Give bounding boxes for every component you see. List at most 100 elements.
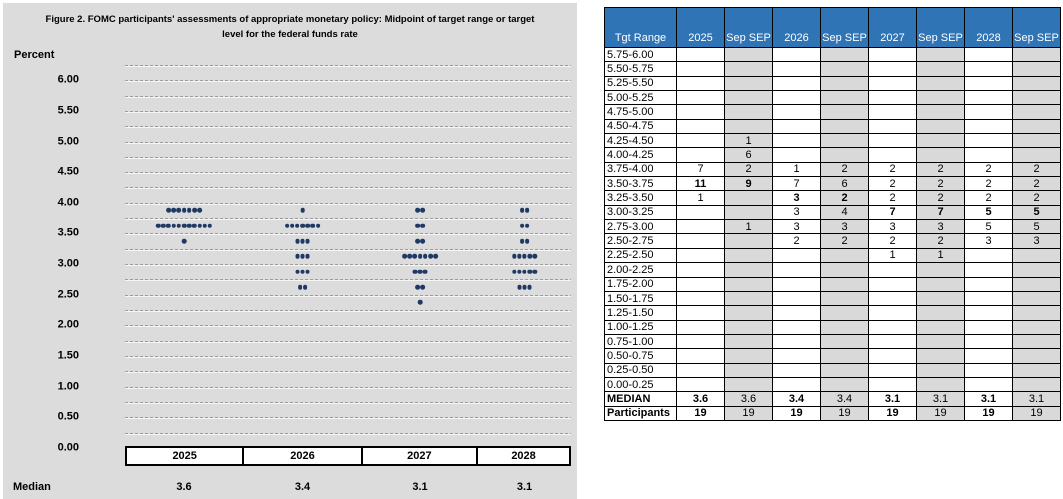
projection-dot [297,284,303,290]
table-cell: 4 [820,204,869,221]
table-cell [676,276,725,292]
projection-dot [428,254,433,259]
projection-dot [181,208,187,213]
table-cell: 3 [772,190,821,206]
projection-dot [527,254,532,259]
projection-dot [176,223,182,229]
table-cell [964,319,1013,335]
table-cell: 2 [964,176,1013,192]
projection-dot [289,223,295,229]
sep-distribution-table: Tgt Range 2025 Sep SEP 2026 Sep SEP 2027 Sep S… [604,7,1061,421]
range-row-label: 2.50-2.75 [604,233,677,249]
dot-group-2028 [519,223,530,229]
table-cell [820,305,869,321]
table-cell [820,118,869,135]
y-axis-tick-label: 4.00 [57,196,79,209]
table-cell [676,118,725,135]
projection-dot [300,208,305,213]
table-cell [1012,247,1061,264]
range-row-label: 3.00-3.25 [604,204,677,221]
dot-group-2025 [166,208,202,213]
table-cell [820,104,869,120]
table-cell: 19 [676,405,725,421]
table-cell: 2 [916,233,965,249]
projection-dot [186,223,192,229]
table-cell [820,75,869,92]
table-cell [820,362,869,378]
gridline [125,340,571,342]
table-cell: 3.1 [868,391,917,407]
projection-dot [420,238,425,244]
table-cell [964,118,1013,135]
projection-dot [197,223,202,229]
table-cell [772,319,821,335]
table-cell: 3 [964,233,1013,249]
projection-dot [522,254,527,259]
table-cell [868,61,917,77]
table-cell [916,61,965,77]
chart-median-value-2025: 3.6 [176,481,192,493]
projection-dot [415,284,420,290]
x-axis-year-2026: 2026 [244,448,361,464]
table-cell: 3 [772,204,821,221]
table-cell [1012,75,1061,92]
table-cell [724,376,773,393]
x-axis-year-2025: 2025 [127,448,243,464]
projection-dot [527,284,532,290]
table-cell [916,118,965,135]
table-cell [676,204,725,221]
table-cell: 19 [868,405,917,421]
table-cell [1012,362,1061,378]
table-cell [820,133,869,149]
table-cell [916,276,965,292]
table-cell [724,333,773,350]
table-cell [964,362,1013,378]
projection-dot [310,223,316,229]
table-cell [916,305,965,321]
projection-dot [412,269,418,275]
gridline [125,417,571,419]
projection-dot [300,223,305,229]
range-row-label: 4.00-4.25 [604,147,677,163]
projection-dot [524,223,530,229]
projection-dot [519,208,525,213]
table-cell [964,333,1013,350]
table-cell [820,276,869,292]
table-cell: 2 [964,161,1013,178]
table-cell [1012,61,1061,77]
table-cell [820,46,869,63]
projection-dot [420,284,425,290]
table-cell: 19 [964,405,1013,421]
projection-dot [517,284,522,290]
table-cell [724,319,773,335]
table-cell: 3.1 [1012,391,1061,407]
range-row-label: 1.25-1.50 [604,305,677,321]
table-cell: 2 [820,161,869,178]
projection-dot [160,223,166,229]
table-cell [1012,46,1061,63]
dot-group-2027 [415,238,425,244]
projection-dot [295,254,300,259]
projection-dot [192,223,197,229]
table-header-col-3: 2026 [772,7,821,48]
table-cell [676,61,725,77]
table-cell: 19 [724,405,773,421]
chart-median-value-2027: 3.1 [412,481,428,493]
table-cell [964,348,1013,364]
y-axis-unit-label: Percent [14,49,55,61]
table-cell [724,276,773,292]
range-row-label: 2.25-2.50 [604,247,677,264]
dot-group-2027 [415,208,425,213]
table-cell: 19 [916,405,965,421]
table-cell [916,376,965,393]
projection-dot [412,254,418,259]
dot-group-2027 [415,284,425,290]
projection-dot [302,284,308,290]
projection-dot [305,223,310,229]
table-cell [868,75,917,92]
table-cell: 3.6 [676,391,725,407]
table-cell: 2 [820,233,869,249]
table-cell [868,376,917,393]
table-cell [676,233,725,249]
